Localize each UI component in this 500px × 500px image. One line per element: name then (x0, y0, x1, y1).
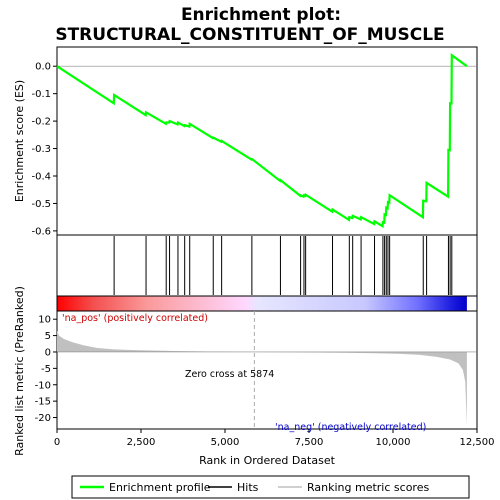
hits-panel-frame (56, 234, 478, 297)
metric-tick-label: 5 (45, 331, 51, 342)
x-axis-ticks: 0 2,500 5,000 7,500 10,000 12,500 (54, 429, 495, 448)
chart-title-line1: Enrichment plot: (181, 5, 341, 25)
metric-tick-label: -15 (35, 397, 51, 408)
x-tick-label: 0 (54, 437, 60, 448)
chart-title-line2: STRUCTURAL_CONSTITUENT_OF_MUSCLE (55, 25, 444, 45)
es-axis-ticks: 0.0 -0.1 -0.2 -0.3 -0.4 -0.5 -0.6 (31, 62, 57, 237)
rank-color-bar (57, 296, 467, 311)
es-tick-label: -0.5 (31, 199, 51, 210)
legend: Enrichment profile Hits Ranking metric sco… (71, 475, 470, 499)
x-tick-label: 2,500 (127, 437, 156, 448)
es-panel-frame (56, 46, 478, 236)
legend-frame (71, 475, 470, 499)
es-panel: 0.0 -0.1 -0.2 -0.3 -0.4 -0.5 -0.6 (31, 46, 478, 237)
x-tick-label: 7,500 (295, 437, 324, 448)
x-axis-label: Rank in Ordered Dataset (199, 454, 336, 467)
metric-tick-label: 0 (45, 347, 51, 358)
es-tick-label: -0.3 (31, 144, 51, 155)
hits-panel (56, 234, 478, 297)
metric-y-axis-label: Ranked list metric (PreRanked) (13, 286, 26, 456)
metric-tick-label: -20 (35, 413, 51, 424)
hit-markers (113, 236, 453, 295)
legend-label: Hits (237, 481, 259, 494)
x-tick-label: 12,500 (460, 437, 495, 448)
metric-panel-frame (56, 310, 478, 430)
legend-label: Ranking metric scores (307, 481, 429, 494)
metric-tick-label: -5 (41, 364, 51, 375)
positive-correlation-label: 'na_pos' (positively correlated) (62, 313, 208, 324)
es-tick-label: 0.0 (35, 62, 51, 73)
x-tick-label: 5,000 (211, 437, 240, 448)
es-tick-label: -0.4 (31, 171, 51, 182)
x-tick-label: 10,000 (376, 437, 411, 448)
es-tick-label: -0.6 (31, 226, 51, 237)
metric-tick-label: -10 (35, 380, 51, 391)
es-tick-label: -0.1 (31, 89, 51, 100)
es-y-axis-label: Enrichment score (ES) (13, 80, 26, 202)
metric-tick-label: 10 (38, 315, 51, 326)
legend-label: Enrichment profile (109, 481, 211, 494)
zero-cross-label: Zero cross at 5874 (185, 369, 274, 380)
es-tick-label: -0.2 (31, 117, 51, 128)
metric-panel: 10 5 0 -5 -10 -15 -20 'na_pos' (positively cor… (35, 310, 478, 433)
negative-correlation-label: 'na_neg' (negatively correlated) (275, 422, 426, 433)
metric-axis-ticks: 10 5 0 -5 -10 -15 -20 (35, 315, 57, 424)
es-curve (56, 53, 468, 229)
